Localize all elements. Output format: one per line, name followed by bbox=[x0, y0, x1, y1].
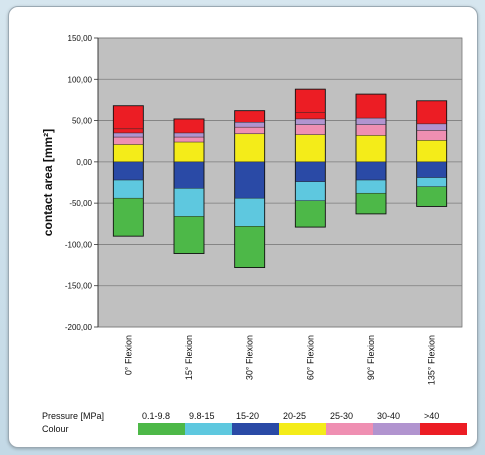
bar-segment bbox=[356, 135, 386, 162]
bar-segment bbox=[113, 180, 144, 199]
bar-group bbox=[173, 118, 205, 254]
y-tick-label: -200,00 bbox=[65, 323, 93, 332]
bar-segment bbox=[295, 161, 326, 182]
bar-group bbox=[416, 100, 448, 207]
bar-segment bbox=[174, 137, 204, 143]
bar-segment bbox=[174, 188, 204, 217]
bar-segment bbox=[113, 144, 144, 162]
x-tick-label: 60° Flexion bbox=[305, 335, 315, 380]
bar-segment bbox=[174, 161, 204, 189]
bar-segment bbox=[234, 122, 265, 128]
legend-swatch bbox=[326, 423, 373, 435]
y-tick-label: 150,00 bbox=[68, 34, 93, 43]
bar-segment bbox=[174, 132, 204, 138]
bar-segment bbox=[113, 137, 144, 145]
y-tick-label: -150,00 bbox=[65, 282, 93, 291]
legend-swatch bbox=[232, 423, 279, 435]
y-tick-label: 50,00 bbox=[72, 117, 93, 126]
legend-range-label: 25-30 bbox=[330, 411, 353, 421]
legend-range-label: 30-40 bbox=[377, 411, 400, 421]
x-tick-label: 0° Flexion bbox=[123, 335, 133, 375]
bar-segment bbox=[356, 124, 386, 136]
bar-group bbox=[294, 88, 326, 228]
bar-group bbox=[112, 105, 144, 237]
bar-segment bbox=[234, 110, 265, 123]
bar-group bbox=[355, 93, 387, 215]
legend-swatch bbox=[420, 423, 467, 435]
legend-swatch bbox=[373, 423, 420, 435]
legend-range-label: 9.8-15 bbox=[189, 411, 215, 421]
x-tick-label: 15° Flexion bbox=[184, 335, 194, 380]
bar-segment bbox=[295, 89, 326, 113]
y-tick-label: -50,00 bbox=[69, 199, 92, 208]
bar-segment bbox=[356, 180, 386, 194]
legend-range-label: >40 bbox=[424, 411, 439, 421]
y-tick-label: 0,00 bbox=[76, 158, 92, 167]
bar-segment bbox=[356, 94, 386, 119]
legend-range-label: 20-25 bbox=[283, 411, 306, 421]
bar-group bbox=[234, 110, 266, 268]
bar-segment bbox=[356, 118, 386, 125]
bars bbox=[112, 88, 448, 268]
legend-swatch bbox=[138, 423, 185, 435]
x-tick-label: 90° Flexion bbox=[366, 335, 376, 380]
legend-colour-label: Colour bbox=[42, 424, 69, 434]
bar-segment bbox=[234, 226, 265, 268]
bar-segment bbox=[174, 118, 204, 133]
bar-segment bbox=[174, 216, 204, 254]
x-tick-label: 30° Flexion bbox=[245, 335, 255, 380]
bar-segment bbox=[113, 128, 144, 133]
bar-segment bbox=[113, 198, 144, 237]
x-tick-label: 135° Flexion bbox=[427, 335, 437, 385]
bar-segment bbox=[174, 142, 204, 162]
plot-area bbox=[97, 37, 463, 328]
bar-segment bbox=[234, 198, 265, 227]
legend-range-label: 0.1-9.8 bbox=[142, 411, 170, 421]
bar-segment bbox=[295, 112, 326, 119]
legend-range-label: 15-20 bbox=[236, 411, 259, 421]
legend: 0.1-9.8 9.8-15 15-20 20-25 25-30 30-40 >40 bbox=[138, 411, 467, 435]
bar-segment bbox=[416, 100, 447, 124]
x-tick-labels: 0° Flexion 15° Flexion 30° Flexion 60° Flex… bbox=[123, 335, 436, 385]
bar-segment bbox=[416, 123, 447, 131]
y-tick-label: 100,00 bbox=[68, 75, 93, 84]
y-tick-label: -100,00 bbox=[65, 240, 93, 249]
legend-pressure-label: Pressure [MPa] bbox=[42, 411, 104, 421]
bar-segment bbox=[416, 186, 447, 207]
bar-segment bbox=[295, 181, 326, 201]
bar-segment bbox=[234, 127, 265, 134]
bar-segment bbox=[234, 133, 265, 162]
bar-segment bbox=[295, 134, 326, 162]
bar-segment bbox=[356, 193, 386, 214]
bar-segment bbox=[416, 130, 447, 141]
bar-segment bbox=[295, 118, 326, 125]
gridlines bbox=[94, 37, 462, 328]
bar-segment bbox=[113, 132, 144, 138]
legend-swatch bbox=[185, 423, 232, 435]
y-tick-labels: 150,00 100,00 50,00 0,00 -50,00 -100,00 -150,0… bbox=[65, 34, 93, 332]
bar-segment bbox=[416, 140, 447, 162]
y-axis-label: contact area [mm²] bbox=[41, 129, 55, 236]
legend-swatch bbox=[279, 423, 326, 435]
bar-segment bbox=[113, 105, 144, 129]
bar-segment bbox=[295, 200, 326, 228]
bar-segment bbox=[416, 177, 447, 187]
bar-segment bbox=[295, 124, 326, 135]
bar-segment bbox=[356, 161, 386, 181]
bar-segment bbox=[113, 161, 144, 181]
bar-segment bbox=[234, 161, 265, 199]
bar-segment bbox=[416, 161, 447, 178]
